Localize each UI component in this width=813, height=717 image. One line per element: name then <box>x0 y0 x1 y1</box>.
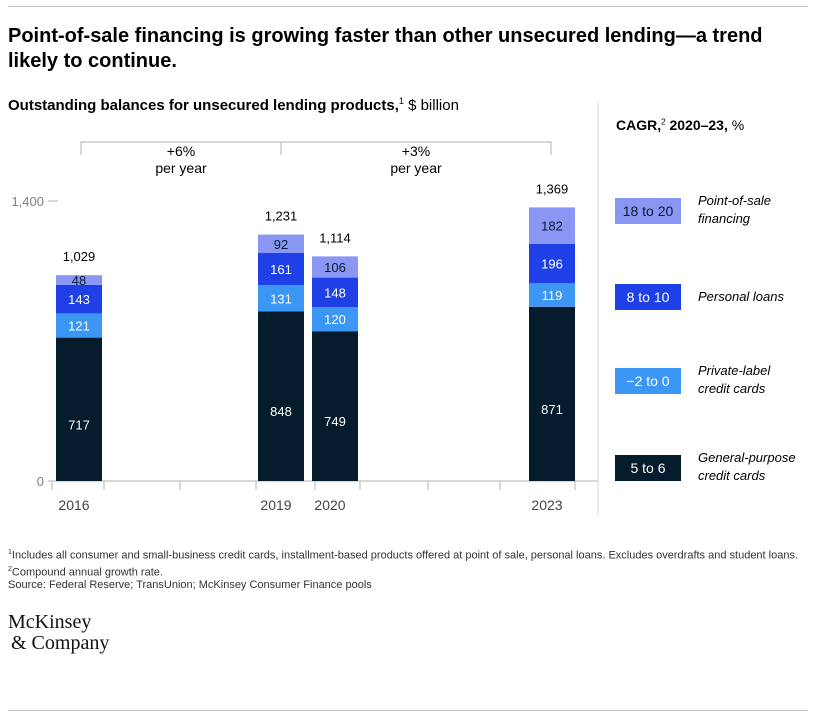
footnote-2-text: Compound annual growth rate. <box>11 566 163 579</box>
bar-total-label: 1,114 <box>319 230 351 245</box>
legend-cagr-value: −2 to 0 <box>626 373 669 389</box>
legend-swatch-pos <box>615 198 681 224</box>
growth-rate-label: +3% <box>402 143 430 159</box>
bar-segment-personal <box>258 253 304 286</box>
legend-swatch-personal <box>615 284 681 310</box>
y-tick-label: 1,400 <box>11 194 44 209</box>
footnote-2-marker: 2 <box>8 565 12 573</box>
legend-label-line2: financing <box>698 211 751 226</box>
bar-value-label: 161 <box>270 262 292 277</box>
footnote-1: 1Includes all consumer and small-busines… <box>8 546 798 563</box>
legend-cagr-value: 5 to 6 <box>630 460 665 476</box>
growth-rate-label: +6% <box>167 143 195 159</box>
growth-rate-sublabel: per year <box>155 160 207 176</box>
x-category-label: 2023 <box>531 497 562 513</box>
bar-value-label: 196 <box>541 256 563 271</box>
legend-label: Personal loans <box>698 289 784 304</box>
x-category-label: 2020 <box>314 497 345 513</box>
subtitle-bold: Outstanding balances for unsecured lendi… <box>8 97 399 114</box>
chart-headline: Point-of-sale financing is growing faste… <box>8 25 763 72</box>
top-rule <box>8 6 808 7</box>
bar-segment-general <box>529 306 575 481</box>
bar-segment-pos <box>529 207 575 244</box>
chart-subtitle: Outstanding balances for unsecured lendi… <box>8 96 459 114</box>
bar-segment-pos <box>312 256 358 278</box>
bar-segment-personal <box>56 284 102 314</box>
cagr-header: CAGR,2 2020–23, % <box>616 117 744 133</box>
legend-label-line2: credit cards <box>698 468 766 483</box>
bar-value-label: 48 <box>72 273 86 288</box>
legend-label: Point-of-sale <box>698 193 771 208</box>
legend-label: General-purpose <box>698 450 796 465</box>
bar-segment-general <box>312 331 358 481</box>
growth-bracket <box>280 141 552 155</box>
legend-cagr-value: 8 to 10 <box>627 289 670 305</box>
source-note: Source: Federal Reserve; TransUnion; McK… <box>8 579 372 592</box>
bar-value-label: 749 <box>324 414 346 429</box>
bar-segment-personal <box>312 277 358 308</box>
footnote-1-marker: 1 <box>8 549 12 556</box>
bar-segment-general <box>258 311 304 481</box>
bar-value-label: 717 <box>68 417 90 432</box>
cagr-header-period: 2020–23, <box>665 117 728 133</box>
legend-swatch-general <box>615 455 681 481</box>
bar-value-label: 121 <box>68 319 90 334</box>
logo-line-2: & Company <box>11 632 110 654</box>
bar-segment-private <box>312 307 358 332</box>
bar-total-label: 1,029 <box>63 249 96 264</box>
bar-segment-private <box>529 283 575 307</box>
bar-value-label: 182 <box>541 219 563 234</box>
cagr-header-bold: CAGR, <box>616 117 662 133</box>
bar-segment-private <box>258 285 304 312</box>
bar-value-label: 131 <box>270 291 292 306</box>
bar-value-label: 148 <box>324 285 346 300</box>
x-category-label: 2016 <box>58 497 89 513</box>
footnote-1-text: Includes all consumer and small-business… <box>11 549 799 562</box>
bar-total-label: 1,231 <box>265 209 298 224</box>
bar-value-label: 106 <box>324 260 346 275</box>
legend-swatch-private <box>615 368 681 394</box>
bar-value-label: 848 <box>270 404 292 419</box>
bar-total-label: 1,369 <box>536 181 569 196</box>
cagr-header-unit: % <box>727 117 745 133</box>
bottom-rule <box>8 710 808 711</box>
bar-segment-private <box>56 313 102 338</box>
bar-segment-pos <box>56 275 102 285</box>
bar-segment-general <box>56 337 102 481</box>
mckinsey-logo: McKinsey & Company <box>8 612 109 654</box>
footnotes: 1Includes all consumer and small-busines… <box>8 546 798 592</box>
bar-value-label: 120 <box>324 312 346 327</box>
stacked-bar-chart: 01,400+6%per year+3%per year717121143481… <box>11 101 796 516</box>
bar-segment-personal <box>529 243 575 283</box>
legend-label-line2: credit cards <box>698 381 766 396</box>
subtitle-unit: $ billion <box>403 97 459 114</box>
bar-value-label: 871 <box>541 402 563 417</box>
legend-cagr-value: 18 to 20 <box>623 203 674 219</box>
y-tick-label: 0 <box>37 474 44 489</box>
cagr-footnote-ref: 2 <box>661 117 666 127</box>
bar-segment-pos <box>258 234 304 253</box>
growth-rate-sublabel: per year <box>390 160 442 176</box>
logo-line-1: McKinsey <box>8 611 92 633</box>
bar-value-label: 92 <box>274 237 288 252</box>
legend-label: Private-label <box>698 363 771 378</box>
bar-value-label: 119 <box>542 288 563 303</box>
x-category-label: 2019 <box>260 497 291 513</box>
footnote-2: 2Compound annual growth rate. <box>8 563 798 580</box>
bar-value-label: 143 <box>68 292 90 307</box>
subtitle-footnote-ref: 1 <box>398 96 404 106</box>
